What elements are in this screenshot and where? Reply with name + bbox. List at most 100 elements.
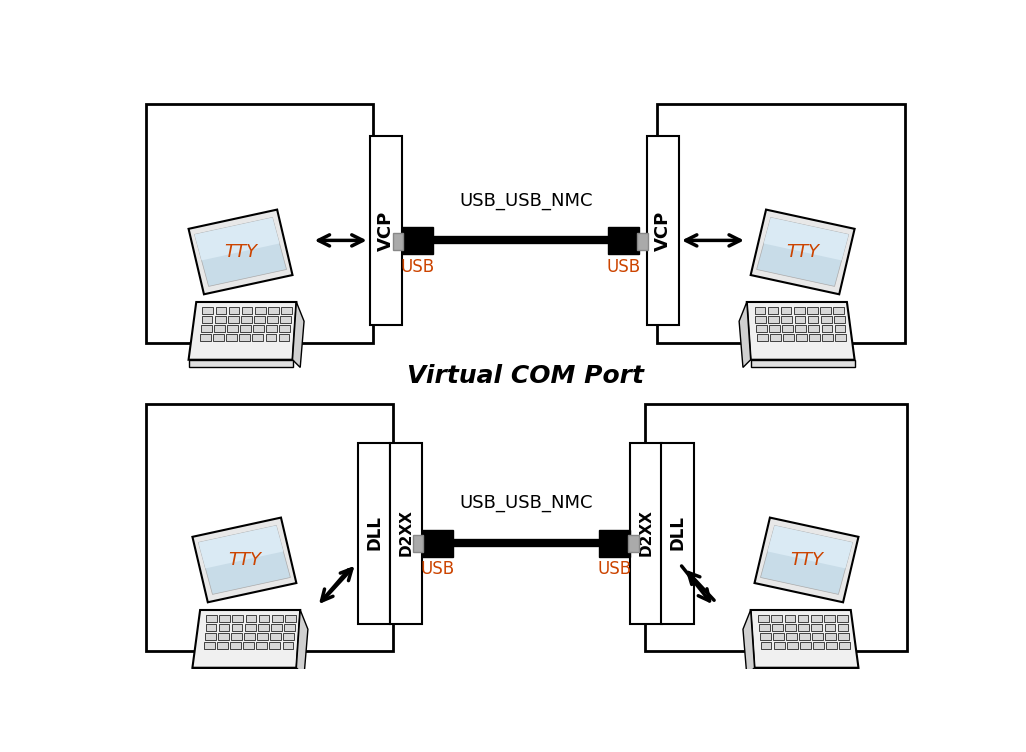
Bar [254, 307, 266, 314]
Bar [243, 642, 254, 649]
Bar [808, 325, 819, 332]
Bar [412, 535, 424, 552]
Bar [220, 614, 230, 622]
Bar [834, 316, 844, 323]
Polygon shape [189, 359, 292, 368]
Text: D2XX: D2XX [638, 510, 654, 556]
Bar [258, 624, 269, 631]
Polygon shape [751, 359, 855, 368]
Bar [794, 307, 804, 314]
Polygon shape [751, 210, 855, 294]
Bar [422, 530, 452, 557]
Bar [608, 227, 639, 254]
Bar [838, 633, 850, 640]
Polygon shape [763, 217, 849, 260]
Bar [599, 530, 630, 557]
Bar [282, 642, 293, 649]
Bar [358, 443, 390, 624]
Text: VCP: VCP [654, 211, 672, 250]
Bar [798, 624, 810, 631]
Bar [839, 642, 850, 649]
Bar [796, 335, 806, 341]
Bar [833, 307, 843, 314]
Bar [215, 307, 227, 314]
Bar [755, 316, 766, 323]
Polygon shape [751, 610, 859, 668]
Bar [813, 642, 824, 649]
Bar [147, 405, 393, 650]
Text: USB_USB_NMC: USB_USB_NMC [459, 192, 593, 210]
Bar [202, 307, 213, 314]
Bar [283, 633, 294, 640]
Bar [268, 307, 279, 314]
Bar [270, 633, 281, 640]
Bar [782, 316, 792, 323]
Bar [637, 232, 648, 250]
Bar [754, 307, 765, 314]
Bar [147, 104, 373, 343]
Bar [824, 614, 834, 622]
Bar [795, 325, 806, 332]
Bar [267, 325, 277, 332]
Bar [781, 307, 791, 314]
Text: USB: USB [400, 258, 434, 276]
Polygon shape [760, 526, 853, 594]
Polygon shape [195, 217, 286, 287]
Text: Virtual COM Port: Virtual COM Port [407, 363, 644, 387]
Bar [822, 335, 833, 341]
Bar [229, 307, 239, 314]
Bar [756, 325, 766, 332]
Text: TTY: TTY [786, 243, 819, 261]
Polygon shape [198, 526, 290, 594]
Bar [820, 307, 831, 314]
Polygon shape [767, 526, 853, 569]
Bar [245, 614, 256, 622]
Text: USB: USB [606, 258, 640, 276]
Bar [232, 624, 242, 631]
Bar [200, 335, 211, 341]
Bar [822, 325, 832, 332]
Text: VCP: VCP [377, 211, 395, 250]
Bar [240, 325, 251, 332]
Bar [279, 335, 289, 341]
Polygon shape [193, 668, 297, 675]
Bar [393, 232, 403, 250]
Polygon shape [756, 217, 849, 287]
Bar [835, 335, 846, 341]
Bar [825, 633, 836, 640]
Bar [267, 316, 278, 323]
Bar [253, 325, 264, 332]
Bar [244, 633, 254, 640]
Bar [254, 316, 265, 323]
Bar [785, 624, 796, 631]
Bar [245, 624, 255, 631]
Polygon shape [297, 610, 308, 675]
Bar [205, 624, 216, 631]
Polygon shape [193, 517, 297, 602]
Bar [285, 614, 295, 622]
Bar [758, 614, 770, 622]
Bar [272, 614, 282, 622]
Bar [797, 614, 808, 622]
Bar [834, 325, 845, 332]
Bar [369, 136, 402, 325]
Polygon shape [747, 302, 855, 359]
Text: D2XX: D2XX [398, 510, 413, 556]
Text: USB: USB [597, 560, 631, 578]
Bar [837, 624, 849, 631]
Bar [770, 325, 780, 332]
Text: TTY: TTY [790, 551, 823, 569]
Bar [786, 633, 797, 640]
Polygon shape [189, 210, 292, 294]
Bar [205, 633, 215, 640]
Bar [233, 614, 243, 622]
Bar [280, 316, 291, 323]
Polygon shape [743, 610, 754, 675]
Bar [214, 325, 225, 332]
Bar [811, 614, 822, 622]
Polygon shape [193, 610, 301, 668]
Bar [799, 633, 810, 640]
Bar [773, 624, 783, 631]
Bar [770, 335, 781, 341]
Bar [628, 535, 639, 552]
